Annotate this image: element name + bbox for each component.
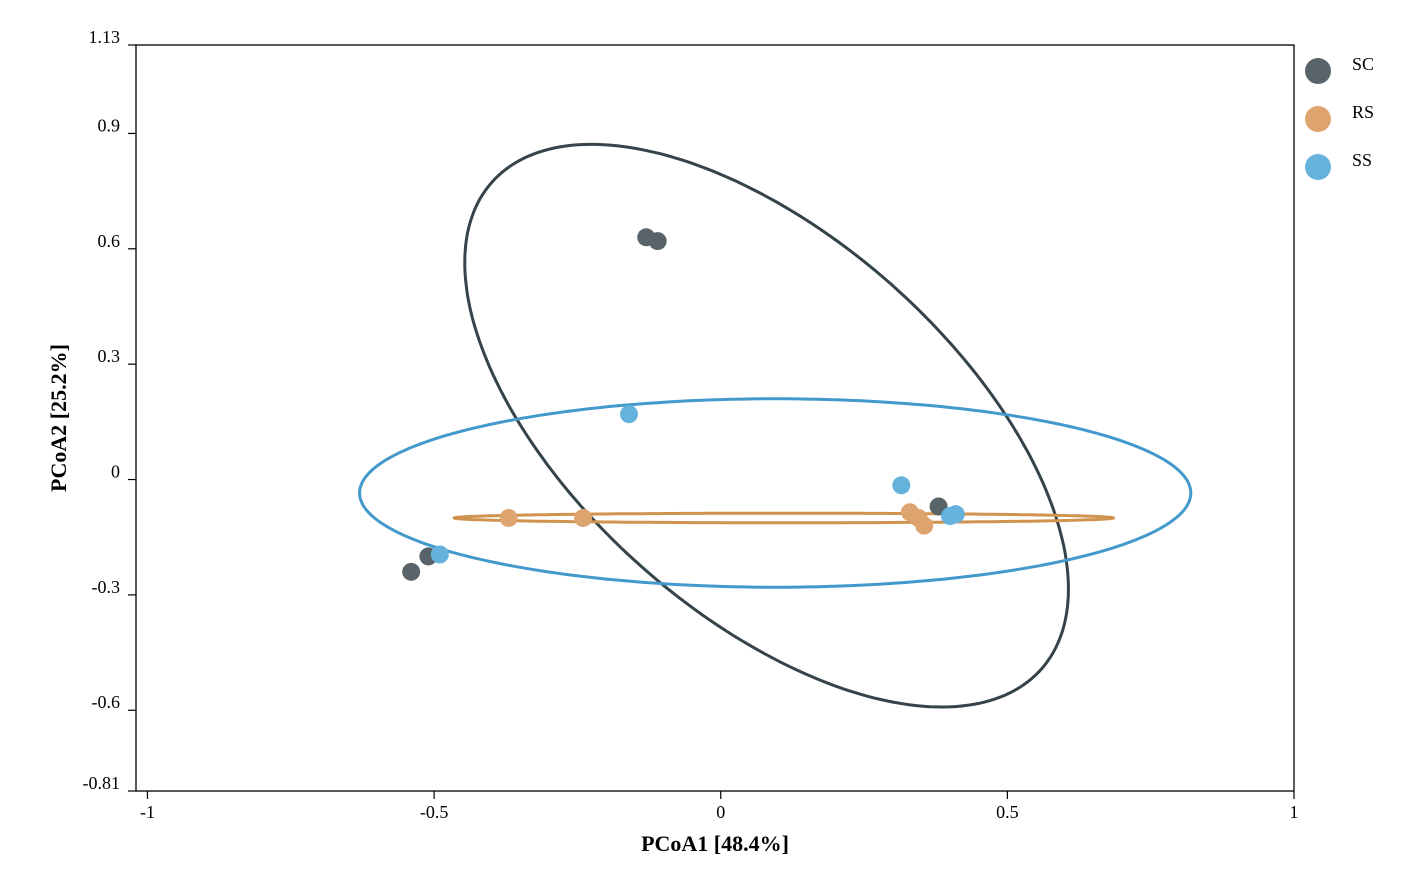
y-tick-label: 0.6 <box>98 231 121 251</box>
legend-label-ss: SS <box>1352 150 1372 170</box>
ellipse-ss <box>358 397 1193 589</box>
legend-marker-sc <box>1305 58 1331 84</box>
legend-label-rs: RS <box>1352 102 1374 122</box>
y-tick-label: 0.3 <box>98 346 121 366</box>
point-ss <box>892 476 911 495</box>
point-rs <box>499 508 518 527</box>
y-tick-label: 0.9 <box>98 115 121 135</box>
ellipse-rs <box>452 511 1116 525</box>
point-ss <box>620 405 639 424</box>
y-tick-label: 1.13 <box>89 27 121 47</box>
ellipse-sc <box>463 142 1070 709</box>
point-rs <box>915 516 934 535</box>
legend-marker-ss <box>1305 154 1331 180</box>
legend-label-sc: SC <box>1352 54 1374 74</box>
point-sc <box>402 562 421 581</box>
legend-marker-rs <box>1305 106 1331 132</box>
point-ss <box>430 545 449 564</box>
point-sc <box>648 232 667 251</box>
x-axis-ticks: -1 -0.5 0 0.5 1 <box>140 791 1299 822</box>
y-axis-title: PCoA2 [25.2%] <box>46 344 71 492</box>
x-tick-label: 1 <box>1290 802 1299 822</box>
point-rs <box>574 508 593 527</box>
x-tick-label: 0 <box>716 802 725 822</box>
x-axis-title: PCoA1 [48.4%] <box>641 831 789 856</box>
y-tick-label: -0.81 <box>83 773 121 793</box>
y-tick-label: -0.3 <box>92 577 121 597</box>
confidence-ellipses <box>358 142 1193 709</box>
x-tick-label: 0.5 <box>996 802 1019 822</box>
data-points <box>402 228 965 581</box>
plot-frame <box>135 44 1295 792</box>
y-tick-label: -0.6 <box>92 692 121 712</box>
x-tick-label: -1 <box>140 802 155 822</box>
point-ss <box>946 505 965 524</box>
legend: SC RS SS <box>1305 54 1374 180</box>
y-axis-ticks: 1.13 0.9 0.6 0.3 0 -0.3 -0.6 -0.81 <box>83 27 136 793</box>
x-tick-label: -0.5 <box>420 802 449 822</box>
y-tick-label: 0 <box>111 462 120 482</box>
